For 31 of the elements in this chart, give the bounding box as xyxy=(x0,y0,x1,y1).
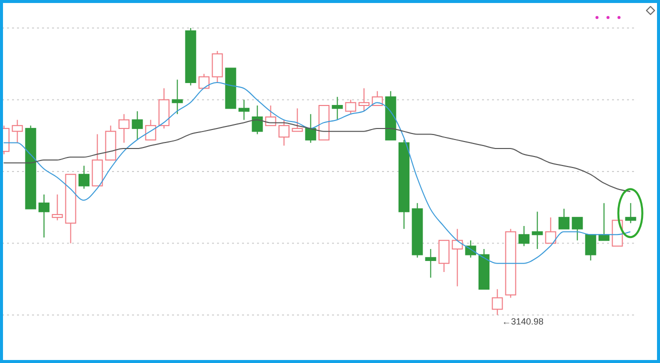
candlestick xyxy=(572,216,583,241)
candlestick xyxy=(118,114,130,144)
candlestick xyxy=(278,119,290,146)
candlestick xyxy=(52,194,63,221)
candlestick xyxy=(345,99,356,115)
candlestick xyxy=(78,165,90,190)
candlestick xyxy=(492,288,503,315)
candlestick xyxy=(598,202,610,241)
candlestick xyxy=(145,119,156,140)
candlestick xyxy=(305,114,316,144)
candlestick xyxy=(198,73,210,89)
candlestick xyxy=(12,119,23,144)
candlestick xyxy=(518,226,530,247)
candlestick xyxy=(425,248,436,278)
candlestick xyxy=(532,211,543,250)
candlestick xyxy=(172,79,183,115)
candlestick xyxy=(238,99,250,120)
candlestick xyxy=(332,96,343,120)
candlestick xyxy=(452,228,463,287)
candlestick xyxy=(292,108,303,132)
candlestick xyxy=(558,208,570,230)
candlestick xyxy=(625,202,636,224)
candlestick xyxy=(545,216,556,244)
candlestick xyxy=(132,110,143,140)
candlestick xyxy=(438,240,450,272)
candlestick xyxy=(252,104,263,135)
candlestick xyxy=(38,194,50,238)
candlestick xyxy=(212,50,223,84)
candlestick xyxy=(585,234,596,261)
text: ←3140.98 xyxy=(502,316,544,326)
candlestick xyxy=(358,88,370,112)
